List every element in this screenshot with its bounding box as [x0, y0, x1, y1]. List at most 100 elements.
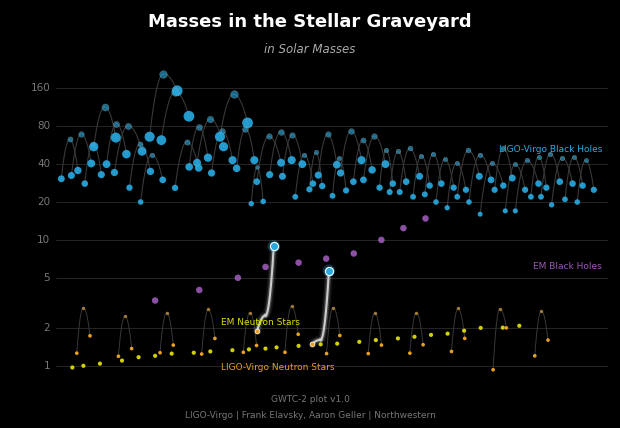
Point [110, 169, 120, 176]
Point [150, 352, 160, 359]
Point [376, 237, 386, 244]
Point [569, 153, 578, 160]
Point [580, 157, 590, 164]
Point [534, 180, 544, 187]
Point [408, 193, 418, 200]
Text: in Solar Masses: in Solar Masses [264, 43, 356, 56]
Point [299, 151, 309, 158]
Point [401, 178, 411, 185]
Point [335, 332, 345, 339]
Point [170, 184, 180, 191]
Point [363, 350, 373, 357]
Point [167, 350, 177, 357]
Point [395, 189, 405, 196]
Point [244, 346, 254, 353]
Point [66, 172, 76, 179]
Point [194, 287, 204, 294]
Text: GWTC-2 plot v1.0: GWTC-2 plot v1.0 [270, 395, 350, 404]
Point [252, 327, 262, 334]
Point [321, 255, 331, 262]
Point [238, 349, 248, 356]
Point [446, 348, 456, 355]
Text: 5: 5 [43, 273, 50, 283]
Point [228, 347, 237, 354]
Point [328, 304, 338, 311]
Point [346, 128, 356, 134]
Point [123, 122, 133, 129]
Point [316, 341, 326, 348]
Point [205, 116, 215, 122]
Point [486, 176, 496, 183]
Point [463, 147, 473, 154]
Text: 20: 20 [37, 197, 50, 207]
Point [502, 324, 512, 331]
Point [232, 165, 242, 172]
Point [89, 143, 99, 150]
Text: 40: 40 [37, 159, 50, 169]
Point [536, 308, 546, 315]
Point [78, 304, 89, 311]
Point [308, 180, 318, 187]
Point [197, 351, 206, 357]
Point [578, 182, 588, 189]
Point [475, 151, 485, 158]
Text: 2: 2 [43, 323, 50, 333]
Point [498, 324, 508, 331]
Point [159, 71, 169, 77]
Point [278, 173, 288, 180]
Point [203, 154, 213, 161]
Point [192, 159, 202, 166]
Point [459, 327, 469, 334]
Point [252, 342, 262, 349]
Point [122, 151, 131, 158]
Point [460, 335, 470, 342]
Point [150, 297, 160, 304]
Point [442, 204, 452, 211]
Point [272, 344, 281, 351]
Point [76, 131, 86, 137]
Point [547, 202, 557, 208]
Point [476, 324, 485, 331]
Point [534, 153, 544, 160]
Point [426, 331, 436, 338]
Point [294, 259, 304, 266]
Point [56, 175, 66, 182]
Point [487, 159, 497, 166]
Point [420, 215, 430, 222]
Point [436, 180, 446, 187]
Point [507, 175, 517, 181]
Point [168, 342, 178, 348]
Point [367, 166, 377, 173]
Point [376, 342, 386, 348]
Point [555, 178, 565, 185]
Point [111, 134, 121, 141]
Point [133, 354, 143, 361]
Point [334, 155, 344, 161]
Point [293, 331, 303, 338]
Point [425, 182, 435, 189]
Point [341, 187, 351, 194]
Point [374, 184, 384, 191]
Point [370, 133, 379, 140]
Point [440, 156, 450, 163]
Point [260, 264, 270, 270]
Point [308, 340, 317, 347]
Point [144, 133, 154, 140]
Point [252, 164, 262, 171]
Point [276, 159, 286, 166]
Point [452, 193, 462, 200]
Point [311, 149, 321, 156]
Point [522, 157, 532, 164]
Point [260, 345, 270, 352]
Point [260, 312, 270, 319]
Point [269, 243, 279, 250]
Point [464, 199, 474, 205]
Point [520, 186, 530, 193]
Point [567, 180, 577, 187]
Point [495, 305, 505, 312]
Point [85, 333, 95, 339]
Point [294, 342, 304, 349]
Point [188, 349, 198, 356]
Point [146, 168, 156, 175]
Point [78, 363, 89, 369]
